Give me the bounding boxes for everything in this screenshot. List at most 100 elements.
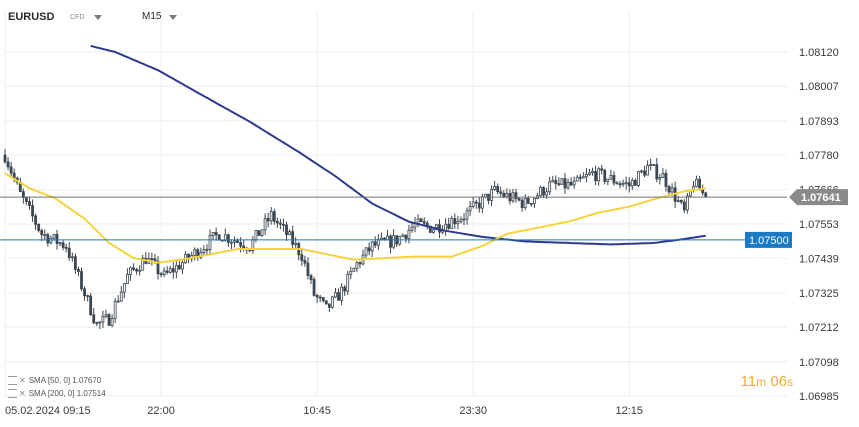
candle (37, 223, 41, 233)
candle-body (9, 166, 13, 174)
candle-body (465, 210, 469, 220)
remove-indicator-icon[interactable]: ✕ (19, 389, 26, 398)
candle (425, 220, 429, 230)
candle (236, 238, 239, 243)
candle (346, 270, 350, 295)
candle (376, 234, 380, 251)
timeframe-dropdown-icon[interactable] (169, 15, 177, 20)
symbol-label[interactable]: EURUSD (8, 11, 55, 23)
candle (630, 177, 634, 191)
candle-body (3, 154, 7, 163)
candle-body (95, 322, 99, 325)
candle (309, 273, 313, 285)
candle (291, 225, 295, 250)
candle-body (98, 321, 102, 324)
indicator-value: 1.07514 (76, 389, 106, 398)
candle-body (456, 221, 460, 225)
indicator-settings-icon[interactable] (8, 389, 17, 399)
indicator-settings-icon[interactable] (8, 376, 17, 386)
candle (661, 168, 665, 178)
candle (349, 266, 353, 280)
candle (410, 222, 414, 233)
candle (459, 216, 463, 224)
candle (89, 293, 93, 316)
instrument-type-label: CFD (70, 14, 85, 21)
candle (609, 169, 613, 180)
candle (594, 165, 597, 186)
candle-body (92, 314, 96, 324)
candle (150, 252, 154, 266)
y-tick-label: 1.07212 (799, 322, 839, 334)
candle (447, 217, 451, 230)
indicator-legend-sma200[interactable]: ✕ SMA [200, 0] 1.07514 (8, 389, 106, 399)
candle-body (557, 183, 561, 186)
candle-body (685, 195, 689, 211)
candle-body (658, 177, 662, 180)
candle-body (174, 264, 178, 273)
candle (520, 197, 524, 212)
candle (606, 178, 610, 186)
candle-body (327, 303, 331, 308)
candle-body (248, 249, 252, 252)
remove-indicator-icon[interactable]: ✕ (19, 376, 26, 385)
candle (324, 300, 328, 305)
candle-body (364, 247, 368, 256)
candle-body (637, 171, 640, 186)
candle (144, 252, 148, 265)
indicator-label: SMA [50, 0] (28, 376, 71, 385)
candle-body (43, 234, 47, 236)
candle (303, 255, 307, 267)
candle-body (349, 270, 353, 275)
indicator-label: SMA [200, 0] (28, 389, 75, 398)
candle (3, 148, 7, 164)
candle-body (239, 242, 243, 247)
candle-body (392, 235, 396, 248)
candle (603, 168, 607, 185)
candle (196, 247, 200, 261)
candle-body (266, 218, 270, 222)
candle-body (529, 202, 533, 205)
candle (364, 247, 368, 260)
candle-body (141, 257, 145, 271)
y-tick-label: 1.06985 (799, 391, 839, 403)
candle-body (217, 234, 221, 241)
candle-body (606, 178, 610, 182)
candle-body (162, 270, 166, 276)
candle (572, 176, 576, 189)
candle (230, 239, 233, 250)
candle-body (646, 165, 649, 176)
timeframe-selector[interactable]: M15 (142, 11, 162, 22)
candle (413, 216, 417, 233)
x-axis: 05.02.2024 09:15 22:00 10:45 23:30 12:15 (5, 405, 643, 417)
candle (685, 192, 689, 214)
candle (257, 230, 261, 236)
candle-body (563, 178, 567, 189)
candle (184, 251, 187, 264)
candle-body (621, 182, 625, 185)
candle (487, 193, 490, 205)
indicator-legend-sma50[interactable]: ✕ SMA [50, 0] 1.07670 (8, 376, 101, 386)
candle (373, 236, 377, 249)
candle (627, 177, 631, 193)
candle (480, 193, 484, 214)
candle-body (306, 262, 310, 276)
candle-body (585, 174, 588, 178)
symbol-dropdown-icon[interactable] (94, 15, 102, 20)
candle (523, 194, 527, 211)
candle-body (257, 230, 261, 236)
candle-body (40, 230, 44, 236)
candle (575, 175, 579, 182)
candle (126, 268, 129, 284)
candle-body (612, 175, 616, 184)
candle-body (34, 215, 37, 225)
candle-body (83, 288, 86, 296)
candle (294, 236, 298, 250)
x-tick-label: 05.02.2024 09:15 (5, 405, 91, 417)
candle-body (484, 193, 487, 198)
candle (171, 262, 175, 279)
candle-body (202, 249, 206, 253)
candle-body (502, 192, 506, 198)
candle (453, 213, 457, 229)
candle-body (633, 179, 637, 186)
